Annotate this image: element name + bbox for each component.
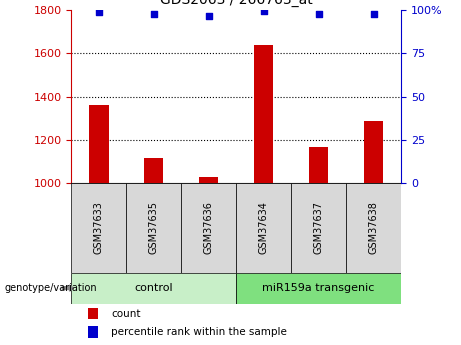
Bar bbox=[236, 183, 291, 273]
Bar bbox=[364, 121, 383, 183]
Text: miR159a transgenic: miR159a transgenic bbox=[262, 283, 375, 293]
Title: GDS2063 / 266763_at: GDS2063 / 266763_at bbox=[160, 0, 313, 7]
Bar bbox=[126, 183, 181, 273]
Bar bbox=[71, 183, 126, 273]
Bar bbox=[346, 183, 401, 273]
Bar bbox=[88, 308, 98, 319]
Bar bbox=[89, 105, 108, 183]
Bar bbox=[181, 183, 236, 273]
Text: control: control bbox=[135, 283, 173, 293]
Point bbox=[315, 11, 322, 17]
Bar bbox=[309, 147, 328, 183]
Point bbox=[370, 11, 377, 17]
Bar bbox=[254, 45, 273, 183]
Bar bbox=[236, 273, 401, 304]
Text: genotype/variation: genotype/variation bbox=[5, 283, 97, 293]
Text: GSM37634: GSM37634 bbox=[259, 201, 269, 254]
Text: GSM37637: GSM37637 bbox=[313, 201, 324, 254]
Text: percentile rank within the sample: percentile rank within the sample bbox=[111, 327, 287, 337]
Text: count: count bbox=[111, 308, 141, 318]
Point bbox=[260, 8, 267, 14]
Bar bbox=[88, 326, 98, 337]
Text: GSM37633: GSM37633 bbox=[94, 201, 104, 254]
Bar bbox=[71, 273, 236, 304]
Text: GSM37636: GSM37636 bbox=[204, 201, 214, 254]
Bar bbox=[199, 177, 219, 183]
Point bbox=[150, 11, 158, 17]
Text: GSM37635: GSM37635 bbox=[149, 201, 159, 254]
Bar bbox=[144, 158, 164, 183]
Point bbox=[205, 13, 213, 18]
Text: GSM37638: GSM37638 bbox=[369, 201, 378, 254]
Point bbox=[95, 9, 103, 15]
Bar bbox=[291, 183, 346, 273]
